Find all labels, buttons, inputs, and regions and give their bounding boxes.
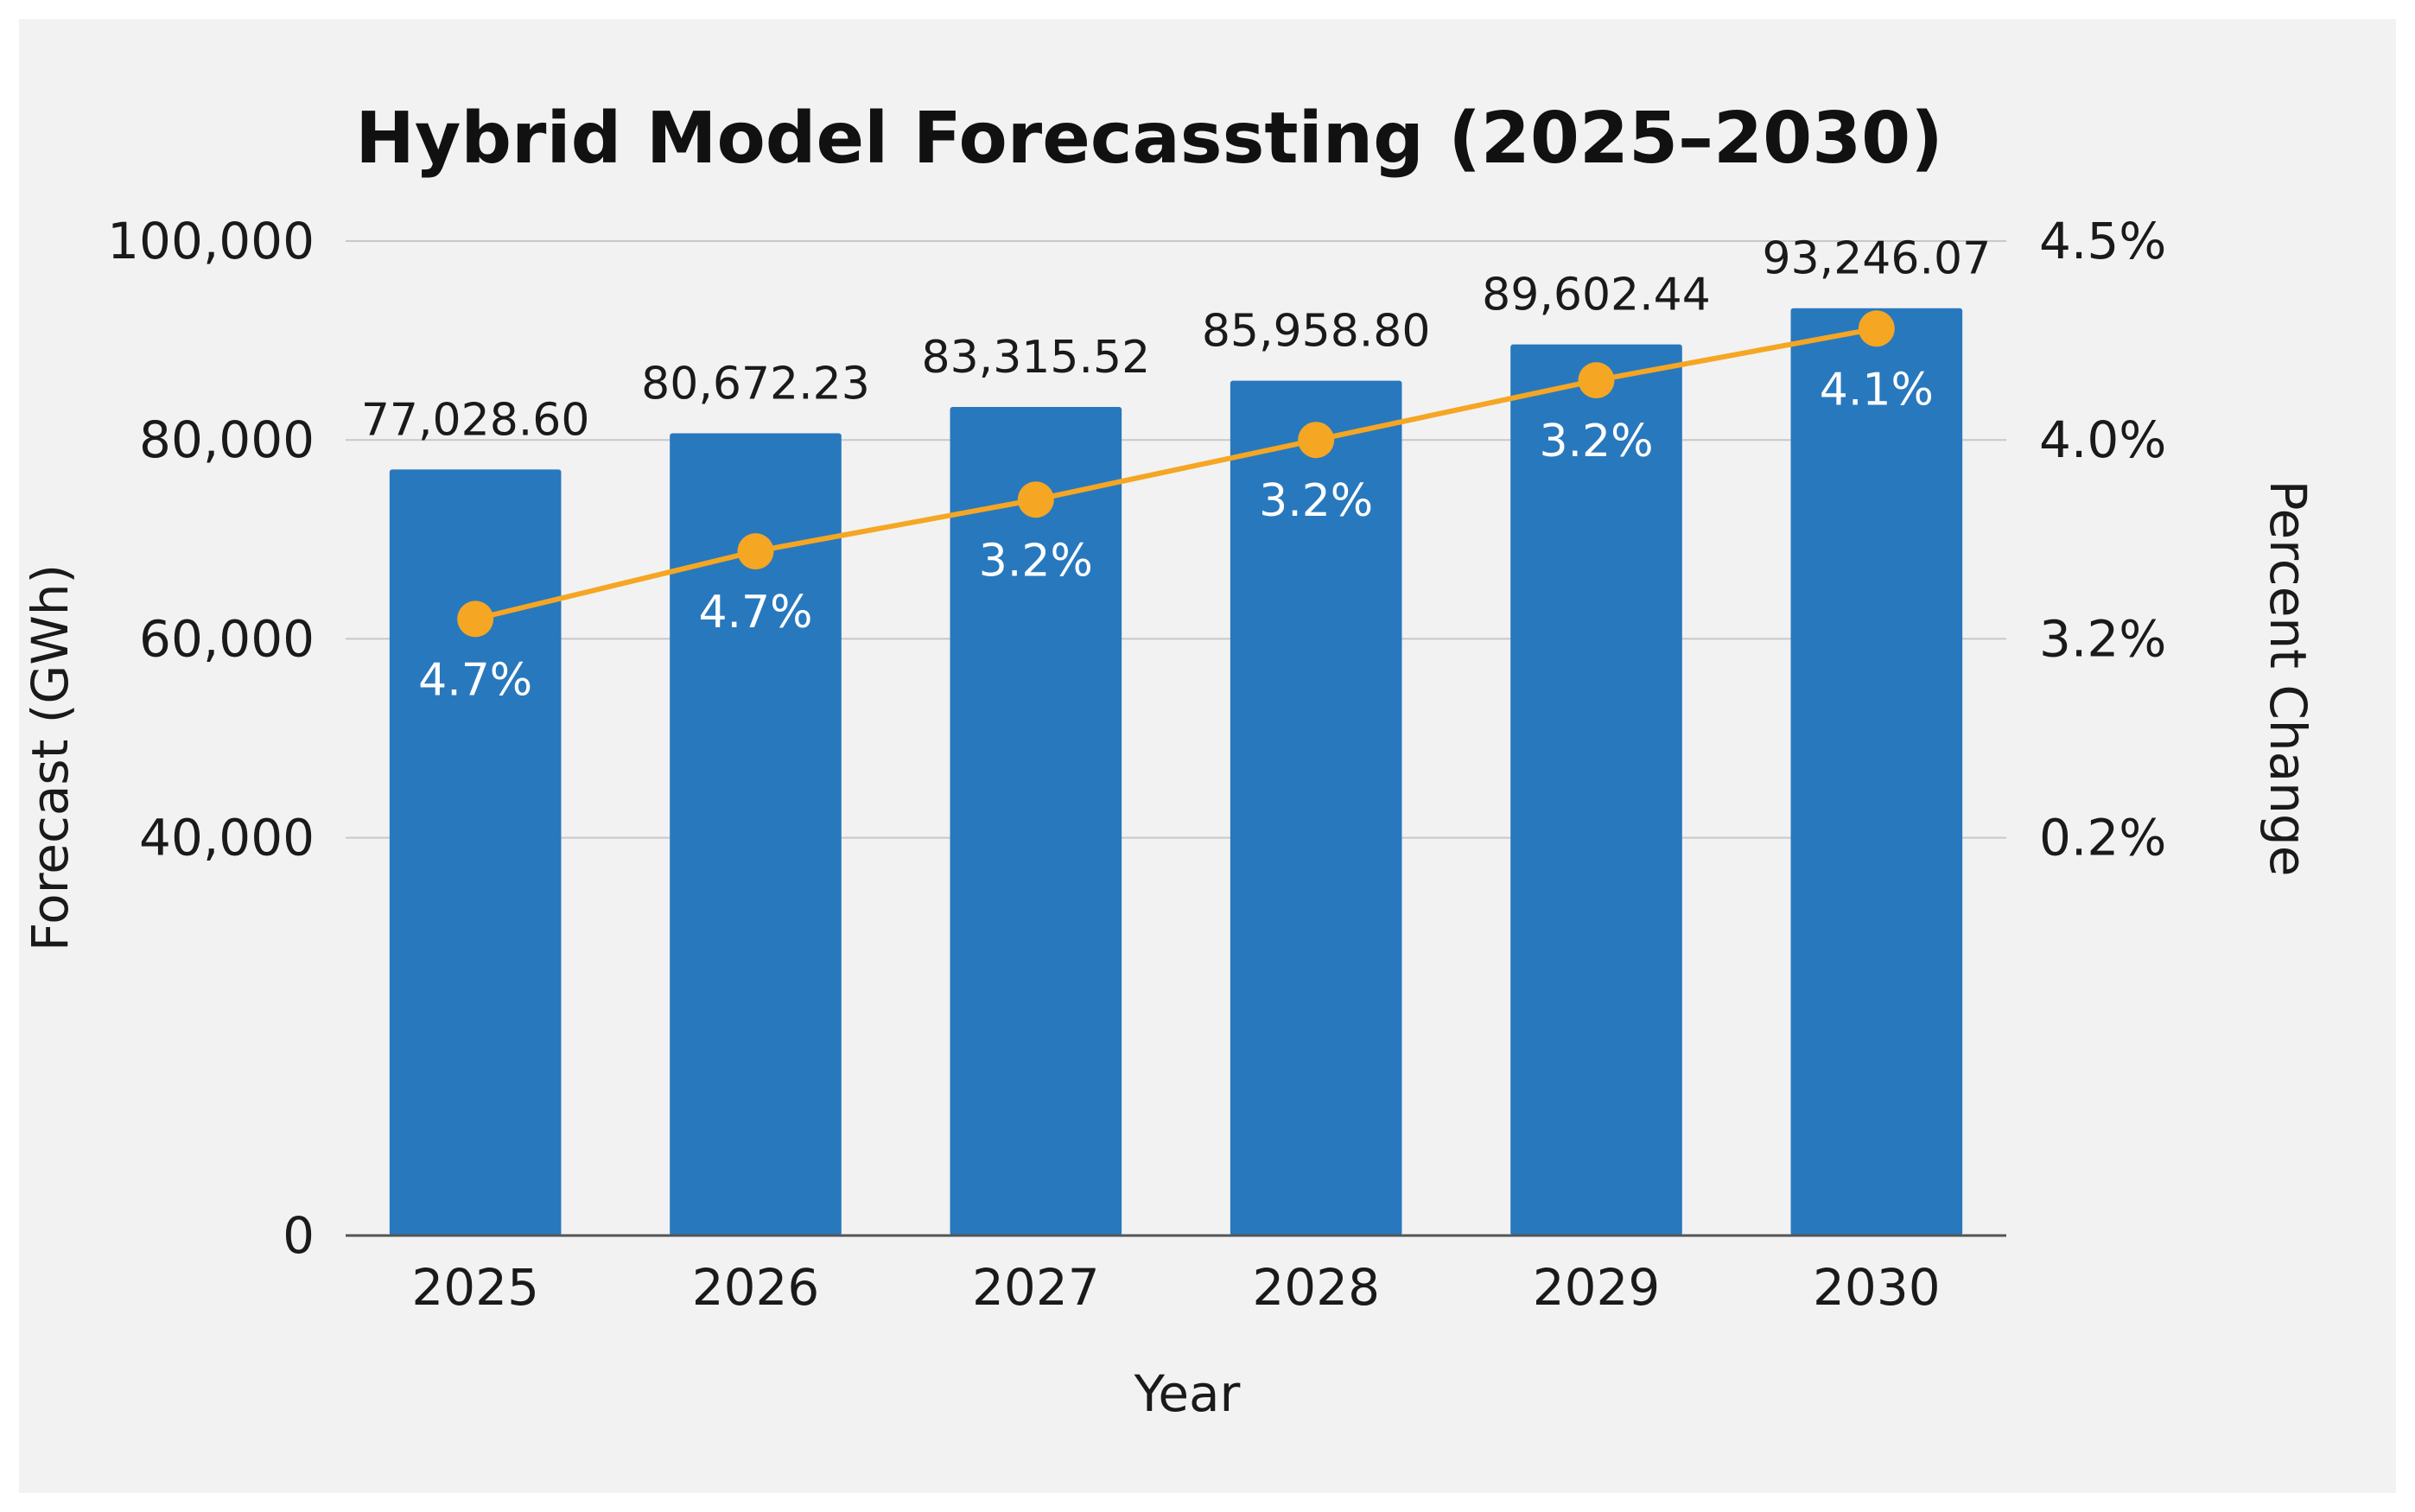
- y2-tick-label-0: 4.5%: [2039, 212, 2166, 270]
- percent-change-labels: 4.7% 4.7% 3.2% 3.2% 3.2% 4.1%: [418, 364, 1934, 706]
- bar-2029: [1510, 344, 1682, 1236]
- percent-change-point-2030: [1858, 310, 1895, 347]
- percent-change-point-2026: [737, 533, 774, 570]
- bar-2030: [1790, 308, 1963, 1236]
- bar-2026: [670, 433, 842, 1236]
- bar-2028: [1230, 380, 1402, 1236]
- bars: [389, 308, 1963, 1236]
- right-axis-ticks: 4.5% 4.0% 3.2% 0.2%: [2039, 212, 2166, 867]
- x-tick-label-2025: 2025: [411, 1258, 539, 1317]
- bar-value-label-2026: 80,672.23: [641, 358, 870, 410]
- percent-change-point-2027: [1017, 481, 1054, 518]
- percent-change-label-2029: 3.2%: [1539, 416, 1653, 467]
- percent-change-label-2027: 3.2%: [979, 535, 1093, 587]
- y2-tick-label-1: 4.0%: [2039, 410, 2166, 469]
- x-tick-label-2026: 2026: [692, 1258, 820, 1317]
- bar-value-label-2029: 89,602.44: [1482, 270, 1711, 321]
- y2-tick-label-2: 3.2%: [2039, 609, 2166, 668]
- percent-change-polyline: [474, 326, 1878, 622]
- percent-change-point-2028: [1298, 422, 1335, 459]
- y-tick-label-0: 0: [283, 1206, 315, 1265]
- bar-value-label-2027: 83,315.52: [922, 332, 1151, 384]
- x-tick-label-2028: 2028: [1252, 1258, 1380, 1317]
- percent-change-label-2026: 4.7%: [698, 587, 812, 638]
- left-axis-ticks: 0 40,000 60,000 80,000 100,000: [107, 212, 315, 1265]
- percent-change-point-2029: [1578, 362, 1615, 399]
- percent-change-point-2025: [457, 600, 494, 638]
- x-axis-ticks: 2025 2026 2027 2028 2029 2030: [411, 1258, 1940, 1317]
- bar-value-label-2030: 93,246.07: [1763, 233, 1992, 285]
- bar-value-labels: 77,028.60 80,672.23 83,315.52 85,958.80 89,6…: [361, 233, 1991, 447]
- y-tick-label-100000: 100,000: [107, 212, 315, 270]
- percent-change-label-2030: 4.1%: [1820, 364, 1934, 416]
- percent-change-line: [457, 310, 1895, 638]
- y-axis-title: Forecast (GWh): [21, 564, 79, 951]
- x-tick-label-2029: 2029: [1533, 1258, 1661, 1317]
- y-tick-label-40000: 40,000: [139, 809, 315, 867]
- x-axis-title: Year: [1134, 1364, 1241, 1423]
- y-tick-label-60000: 60,000: [139, 609, 315, 668]
- y-tick-label-80000: 80,000: [139, 410, 315, 469]
- percent-change-label-2028: 3.2%: [1259, 475, 1373, 527]
- bar-2025: [389, 469, 562, 1236]
- x-tick-label-2030: 2030: [1813, 1258, 1941, 1317]
- y2-tick-label-3: 0.2%: [2039, 809, 2166, 867]
- percent-change-label-2025: 4.7%: [418, 654, 532, 706]
- chart-title: Hybrid Model Forecassting (2025–2030): [355, 98, 1942, 180]
- bar-value-label-2025: 77,028.60: [361, 394, 590, 446]
- bar-2027: [950, 407, 1122, 1236]
- x-tick-label-2027: 2027: [972, 1258, 1100, 1317]
- gridlines: [346, 240, 2006, 839]
- y2-axis-title: Percent Change: [2259, 480, 2317, 877]
- bar-value-label-2028: 85,958.80: [1202, 306, 1431, 358]
